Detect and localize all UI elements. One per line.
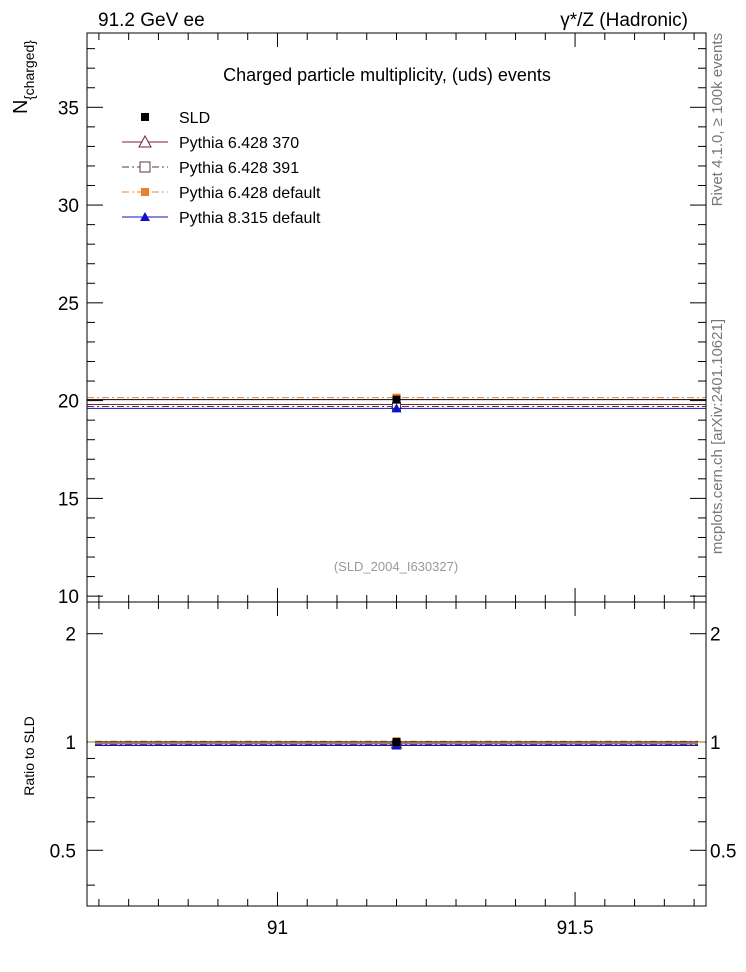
main-ytick-label: 20 [58, 392, 79, 413]
marker-pythia-6-428-370 [138, 134, 152, 148]
main-ytick-label: 30 [58, 196, 79, 217]
marker-sld [392, 737, 401, 746]
marker-sld [392, 395, 401, 404]
marker-pythia-8-315-default [140, 212, 150, 221]
main-ylabel: N {charged} [10, 40, 37, 114]
ratio-xtick-label: 91.5 [557, 918, 594, 939]
ratio-ytick-label-right: 0.5 [710, 841, 736, 862]
main-ylabel-sub: {charged} [21, 40, 37, 100]
ratio-ytick-label: 1 [65, 733, 76, 754]
marker-pythia-8-315-default [391, 403, 402, 413]
ratio-ytick-label-right: 1 [710, 733, 721, 754]
ratio-ytick-label: 2 [65, 625, 76, 646]
legend-label: SLD [179, 110, 210, 127]
legend-label: Pythia 8.315 default [179, 210, 321, 227]
marker-pythia-6-428-391 [139, 161, 151, 173]
chart-title: Charged particle multiplicity, (uds) eve… [223, 65, 551, 85]
main-ytick-label: 35 [58, 98, 79, 119]
main-ytick-label: 15 [58, 489, 79, 510]
main-ylabel-main: N [10, 100, 32, 114]
main-ytick-label: 25 [58, 294, 79, 315]
legend-label: Pythia 6.428 391 [179, 160, 299, 177]
ratio-ytick-label: 0.5 [50, 841, 76, 862]
rivet-label: Rivet 4.1.0, ≥ 100k events [709, 33, 726, 206]
header-left: 91.2 GeV ee [98, 10, 205, 31]
legend: SLD Pythia 6.428 370 Pythia 6.428 391 Pythi… [122, 110, 321, 227]
header-right: γ*/Z (Hadronic) [560, 10, 688, 31]
ratio-axis-ticks: 0.5 0.5 1 1 2 2 91 91.5 [50, 602, 736, 939]
marker-pythia-6-428-default [141, 188, 149, 196]
ratio-frame [86, 601, 707, 907]
mcplots-label: mcplots.cern.ch [arXiv:2401.10621] [709, 319, 726, 554]
analysis-annotation: (SLD_2004_I630327) [334, 559, 458, 574]
ratio-series [88, 737, 705, 750]
marker-sld [141, 113, 149, 121]
ratio-ytick-label-right: 2 [710, 625, 721, 646]
ratio-xtick-label: 91 [267, 918, 288, 939]
ratio-ylabel: Ratio to SLD [21, 716, 37, 795]
main-ytick-label: 10 [58, 587, 79, 608]
main-series [86, 393, 707, 413]
legend-label: Pythia 6.428 default [179, 185, 321, 202]
legend-label: Pythia 6.428 370 [179, 135, 299, 152]
main-axis-ticks: 10 15 20 25 30 35 [58, 33, 706, 608]
